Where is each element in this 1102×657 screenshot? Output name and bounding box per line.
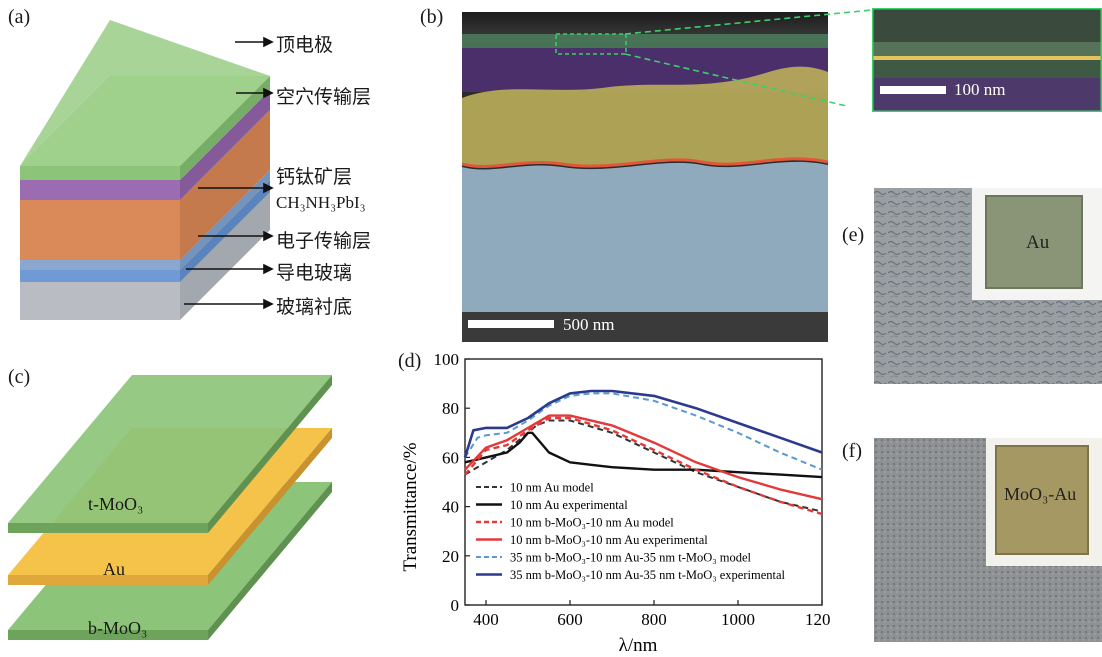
electrode-layer-diagram bbox=[8, 375, 332, 640]
ito-front bbox=[20, 270, 180, 282]
y-tick-label: 80 bbox=[442, 399, 459, 418]
b-moo3-edge bbox=[8, 630, 208, 640]
x-tick-label: 400 bbox=[473, 610, 499, 629]
scale-label-main: 500 nm bbox=[563, 315, 615, 334]
scale-label-inset: 100 nm bbox=[954, 80, 1006, 99]
sem-cross-section-image bbox=[462, 12, 828, 342]
label-etl: 电子传输层 bbox=[276, 230, 372, 252]
label-perovskite: 钙钛矿层 bbox=[276, 166, 353, 188]
top-electrode-surface bbox=[20, 76, 270, 166]
etl-side bbox=[180, 170, 270, 270]
glass-substrate-side bbox=[180, 192, 270, 320]
device-stack-diagram bbox=[20, 20, 274, 320]
legend-label-2: 10 nm b-MoO₃-10 nm Au model bbox=[510, 516, 674, 530]
y-tick-label: 60 bbox=[442, 448, 459, 467]
t-moo3-edge bbox=[8, 523, 208, 533]
series-line-3 bbox=[464, 414, 823, 501]
panel-label-d: (d) bbox=[398, 350, 422, 372]
label-glass-substrate: 玻璃衬底 bbox=[276, 296, 353, 318]
glass-substrate-front bbox=[20, 282, 180, 320]
label-b-moo3: b-MoO₃ bbox=[88, 618, 148, 638]
plot-frame bbox=[464, 358, 823, 606]
legend-label-4: 35 nm b-MoO₃-10 nm Au-35 nm t-MoO₃ model bbox=[510, 551, 752, 565]
sem-inset-image bbox=[872, 8, 1102, 112]
panel-label-f: (f) bbox=[842, 440, 862, 462]
htl-front bbox=[20, 180, 180, 200]
moo3-au-sample-film bbox=[995, 445, 1089, 555]
legend-label-1: 10 nm Au experimental bbox=[510, 498, 628, 512]
chart-legend: 10 nm Au model 10 nm Au experimental 10 nm… bbox=[476, 481, 786, 582]
panel-label-c: (c) bbox=[8, 366, 31, 388]
label-perovskite-formula: CH₃NH₃PbI₃ bbox=[276, 193, 366, 212]
legend-label-3: 10 nm b-MoO₃-10 nm Au experimental bbox=[510, 533, 708, 547]
au-side bbox=[208, 428, 332, 585]
chart-series-lines bbox=[463, 389, 823, 516]
htl-side bbox=[180, 90, 270, 200]
x-tick-label: 1000 bbox=[721, 610, 755, 629]
y-axis-label: Transmittance/% bbox=[400, 442, 421, 571]
panel-label-e: (e) bbox=[842, 224, 865, 246]
top-electrode-front bbox=[20, 166, 180, 180]
series-line-2 bbox=[464, 416, 823, 516]
arrowhead-icon bbox=[263, 263, 274, 275]
etl-front bbox=[20, 260, 180, 270]
etl-interface-line bbox=[462, 157, 828, 168]
zoom-connector-lines bbox=[624, 9, 873, 106]
series-line-0 bbox=[464, 419, 823, 513]
panel-label-b: (b) bbox=[420, 6, 444, 28]
legend-label-0: 10 nm Au model bbox=[510, 481, 594, 495]
au-edge bbox=[8, 575, 208, 585]
perovskite-side bbox=[180, 110, 270, 260]
label-au: Au bbox=[103, 559, 125, 579]
substrate-region bbox=[462, 161, 828, 312]
y-tick-label: 40 bbox=[442, 498, 459, 517]
y-tick-label: 0 bbox=[451, 596, 460, 615]
perovskite-region bbox=[462, 66, 828, 167]
arrowhead-icon bbox=[263, 298, 274, 310]
y-tick-label: 100 bbox=[434, 350, 460, 369]
arrowhead-icon bbox=[263, 230, 274, 242]
scale-bar-main bbox=[468, 320, 554, 328]
au-photo-label: Au bbox=[1026, 232, 1050, 253]
series-line-4 bbox=[464, 392, 823, 471]
label-ito: 导电玻璃 bbox=[276, 262, 353, 284]
x-axis-label: λ/nm bbox=[619, 635, 658, 656]
inset-zoom-box bbox=[555, 33, 627, 55]
t-moo3-side bbox=[208, 375, 332, 533]
ito-side bbox=[180, 180, 270, 282]
au-film-photo bbox=[874, 188, 1102, 384]
panel-label-a: (a) bbox=[8, 6, 31, 28]
au-sample-film bbox=[985, 195, 1083, 289]
perovskite-front bbox=[20, 200, 180, 260]
arrowhead-icon bbox=[263, 182, 274, 194]
scale-bar-inset bbox=[880, 86, 946, 94]
top-electrode-side bbox=[180, 76, 270, 180]
arrowhead-icon bbox=[263, 87, 274, 99]
b-moo3-side bbox=[208, 482, 332, 640]
moo3-au-film-photo bbox=[874, 438, 1102, 642]
t-moo3-surface bbox=[8, 375, 332, 523]
x-tick-label: 800 bbox=[641, 610, 667, 629]
label-top-electrode: 顶电极 bbox=[276, 34, 334, 56]
x-tick-label: 600 bbox=[557, 610, 583, 629]
series-line-5 bbox=[463, 389, 823, 458]
label-t-moo3: t-MoO₃ bbox=[88, 494, 144, 514]
label-htl: 空穴传输层 bbox=[276, 86, 372, 108]
arrowhead-icon bbox=[263, 36, 274, 48]
legend-label-5: 35 nm b-MoO₃-10 nm Au-35 nm t-MoO₃ exper… bbox=[510, 568, 786, 582]
moo3-au-photo-label: MoO₃-Au bbox=[1004, 484, 1077, 504]
y-tick-label: 20 bbox=[442, 547, 459, 566]
